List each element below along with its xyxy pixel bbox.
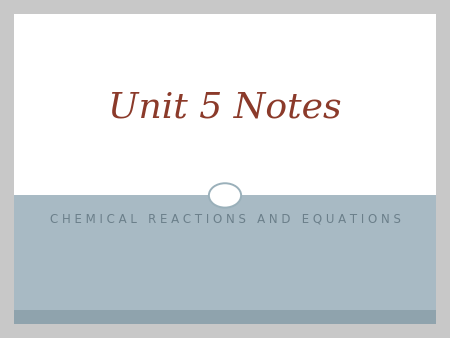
Bar — [14, 311, 436, 324]
Bar — [14, 14, 436, 195]
Text: Unit 5 Notes: Unit 5 Notes — [108, 91, 342, 125]
Circle shape — [209, 183, 241, 208]
Text: C H E M I C A L   R E A C T I O N S   A N D   E Q U A T I O N S: C H E M I C A L R E A C T I O N S A N D … — [50, 213, 400, 225]
Bar — [14, 195, 436, 311]
